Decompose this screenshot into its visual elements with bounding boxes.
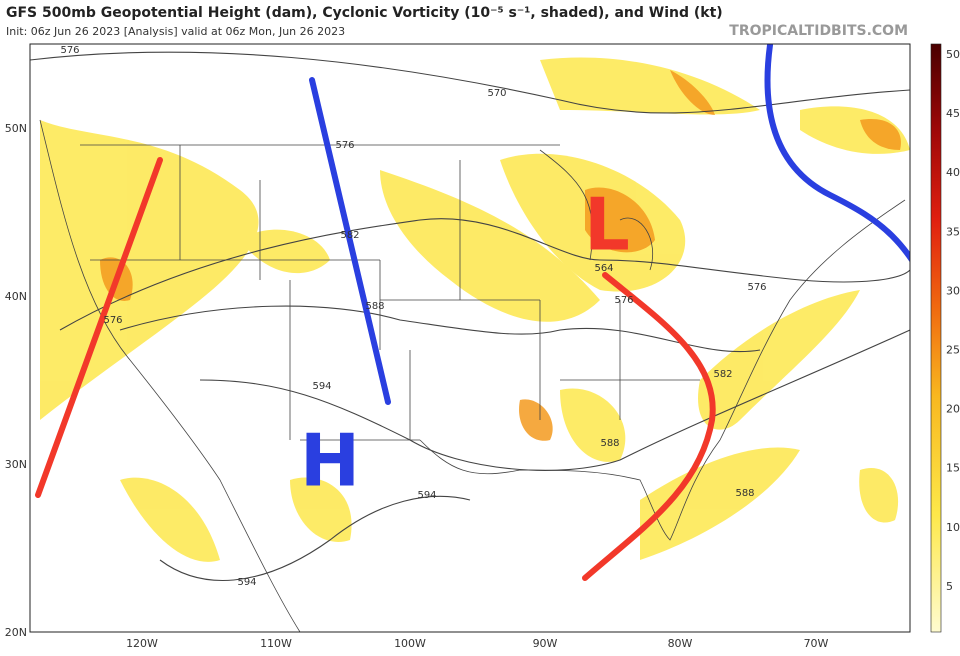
- contour-label: 588: [735, 488, 754, 499]
- map-area: H L 576 570 576 582 588 594 594 594 588 588 582 576…: [30, 44, 910, 632]
- colorbar-tick-label: 45: [946, 107, 960, 120]
- contour-label: 576: [747, 282, 766, 293]
- lat-label: 50N: [5, 122, 27, 135]
- title: GFS 500mb Geopotential Height (dam), Cyc…: [6, 5, 723, 21]
- lon-label: 100W: [394, 637, 426, 650]
- lon-label: 120W: [126, 637, 158, 650]
- contour-label: 594: [237, 577, 256, 588]
- contour-label: 582: [713, 369, 732, 380]
- lon-label: 90W: [533, 637, 558, 650]
- watermark: TROPICALTIDBITS.COM: [729, 23, 908, 39]
- high-marker: H: [300, 419, 360, 503]
- contour-label: 570: [487, 88, 506, 99]
- contour-label: 564: [594, 263, 613, 274]
- contour-label: 594: [312, 381, 331, 392]
- colorbar-tick-label: 15: [946, 462, 960, 475]
- lon-label: 80W: [668, 637, 693, 650]
- lon-label: 70W: [804, 637, 829, 650]
- contour-label: 576: [60, 45, 79, 56]
- low-marker: L: [584, 183, 630, 267]
- contour-label: 576: [614, 295, 633, 306]
- colorbar-tick-label: 35: [946, 225, 960, 238]
- colorbar-tick-label: 30: [946, 284, 960, 297]
- lat-label: 20N: [5, 626, 27, 639]
- contour-label: 582: [340, 230, 359, 241]
- contour-label: 594: [417, 490, 436, 501]
- contour-label: 588: [365, 301, 384, 312]
- contour-label: 588: [600, 438, 619, 449]
- map-frame: [29, 43, 911, 633]
- colorbar-tick-label: 50: [946, 48, 960, 61]
- colorbar-tick-label: 25: [946, 344, 960, 357]
- colorbar-tick-label: 10: [946, 521, 960, 534]
- colorbar-tick-label: 40: [946, 166, 960, 179]
- lat-label: 30N: [5, 458, 27, 471]
- lon-label: 110W: [260, 637, 292, 650]
- colorbar: [930, 43, 942, 633]
- lat-label: 40N: [5, 290, 27, 303]
- colorbar-tick-label: 5: [946, 580, 953, 593]
- contour-label: 576: [335, 140, 354, 151]
- contour-label: 576: [103, 315, 122, 326]
- colorbar-tick-label: 20: [946, 403, 960, 416]
- subtitle: Init: 06z Jun 26 2023 [Analysis] valid a…: [6, 25, 345, 38]
